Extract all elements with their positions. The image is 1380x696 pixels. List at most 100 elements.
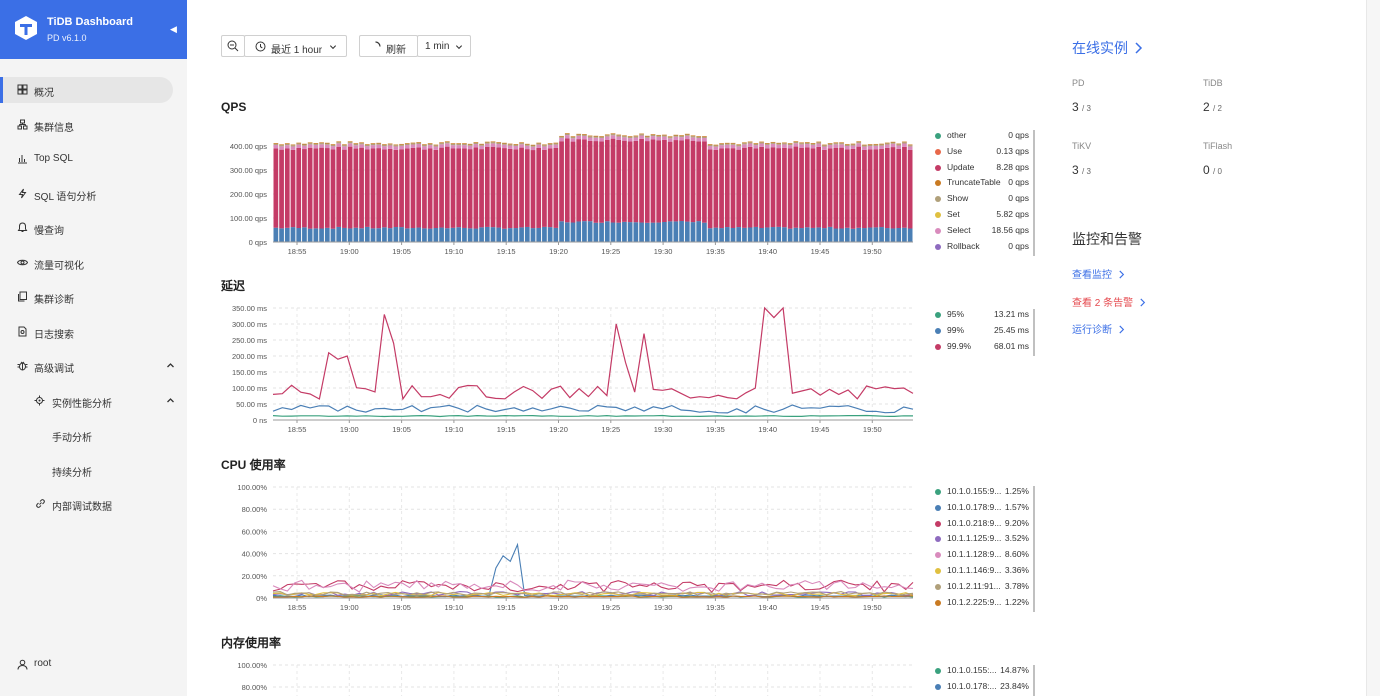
qps-bar-update-segment (319, 147, 324, 229)
legend-series-value: 1.22% (1002, 596, 1029, 607)
qps-bar-show-segment (702, 136, 707, 139)
qps-bar-select-top-segment (479, 145, 484, 150)
qps-bar-update-segment (810, 148, 816, 228)
qps-bar-select-top-segment (456, 145, 462, 149)
qps-bar-update-segment (307, 147, 313, 229)
page-scrollbar[interactable] (1366, 0, 1380, 696)
qps-bar-show-segment (582, 134, 587, 136)
legend-item[interactable]: 10.1.2.11:91... 3.78% (935, 580, 1035, 597)
qps-bar-truncate-segment (604, 134, 610, 136)
qps-bar-show-segment (473, 142, 479, 145)
qps-bar-select-top-segment (587, 137, 593, 141)
refresh-interval-select[interactable]: 1 min (417, 35, 471, 57)
sidebar-item-cluster-info[interactable]: 集群信息 (0, 112, 187, 138)
legend-item[interactable]: 10.1.2.225:9... 1.22% (935, 596, 1035, 613)
legend-item[interactable]: Select 18.56 qps (935, 224, 1035, 241)
sidebar-item-diagnose[interactable]: 集群诊断 (0, 284, 187, 310)
legend-item[interactable]: Show 0 qps (935, 193, 1035, 209)
sidebar-item-key-viz[interactable]: 流量可视化 (0, 250, 187, 276)
qps-bar-show-segment (302, 144, 307, 146)
qps-bar-select-segment (839, 228, 844, 242)
qps-bar-select-segment (416, 227, 422, 242)
legend-item[interactable]: 10.1.1.125:9... 3.52% (935, 533, 1035, 549)
sidebar-item-instance-profiling[interactable]: 实例性能分析 (0, 388, 187, 414)
legend-item[interactable]: 99% 25.45 ms (935, 324, 1035, 341)
qps-legend: other 0 qps Use 0.13 qps Update 8.28 qps Trunc… (935, 130, 1035, 264)
sidebar-item-log-search[interactable]: 日志搜索 (0, 319, 187, 345)
legend-item[interactable]: other 0 qps (935, 130, 1035, 146)
qps-bar-truncate-segment (759, 141, 764, 143)
qps-bar-select-top-segment (753, 145, 759, 149)
sidebar-item-manual-profiling[interactable]: 手动分析 (0, 422, 187, 448)
view-alerts-link[interactable]: 查看 2 条告警 (1072, 294, 1147, 309)
qps-bar-select-top-segment (707, 146, 713, 150)
legend-scrollbar[interactable] (1033, 309, 1035, 357)
legend-item[interactable]: 10.1.0.178:9... 1.57% (935, 501, 1035, 518)
legend-item[interactable]: 95% 13.21 ms (935, 309, 1035, 325)
legend-dot-icon (935, 148, 941, 155)
qps-bar-select-segment (884, 228, 890, 242)
legend-item[interactable]: 10.1.0.218:9... 9.20% (935, 517, 1035, 534)
sidebar-item-top-sql[interactable]: Top SQL (0, 146, 187, 172)
legend-scrollbar[interactable] (1033, 665, 1035, 696)
qps-bar-show-segment (656, 135, 662, 137)
qps-bar-truncate-segment (393, 144, 399, 146)
legend-item[interactable]: 10.1.0.155:... 14.87% (935, 665, 1035, 681)
qps-bar-update-segment (679, 140, 684, 222)
legend-item[interactable]: 99.9% 68.01 ms (935, 340, 1035, 357)
collapse-sidebar-icon[interactable]: ◀ (170, 24, 177, 34)
qps-bar-show-segment (787, 143, 793, 146)
qps-bar-update-segment (284, 148, 290, 228)
qps-bar-truncate-segment (513, 144, 519, 145)
qps-bar-select-top-segment (742, 144, 747, 148)
refresh-button[interactable]: 刷新 (359, 35, 418, 57)
qps-bar-show-segment (776, 143, 782, 145)
time-range-select[interactable]: 最近 1 hour (244, 35, 347, 57)
qps-bar-show-segment (502, 143, 507, 145)
sidebar-item-overview[interactable]: 概况 (0, 77, 173, 103)
sidebar-item-continuous-profiling[interactable]: 持续分析 (0, 457, 187, 483)
sidebar-item-debug-api[interactable]: 内部调试数据 (0, 491, 187, 517)
qps-bar-update-segment (770, 147, 776, 228)
qps-bar-show-segment (479, 144, 484, 146)
qps-bar-update-segment (342, 149, 347, 228)
qps-bar-show-segment (564, 133, 570, 136)
run-diagnose-link[interactable]: 运行诊断 (1072, 321, 1126, 336)
qps-bar-select-top-segment (484, 143, 490, 147)
qps-bar-update-segment (793, 146, 799, 228)
legend-item[interactable]: 10.1.1.146:9... 3.36% (935, 564, 1035, 581)
qps-bar-select-top-segment (850, 145, 856, 149)
qps-bar-show-segment (730, 143, 736, 145)
view-metrics-link[interactable]: 查看监控 (1072, 266, 1126, 281)
qps-bar-show-segment (804, 142, 810, 145)
qps-bar-select-segment (742, 227, 747, 242)
qps-bar-truncate-segment (650, 134, 656, 135)
legend-item[interactable]: TruncateTable 0 qps (935, 177, 1035, 193)
x-tick-label: 19:00 (340, 603, 359, 612)
qps-chart[interactable]: 0 qps 100.00 qps 200.00 qps 300.00 qps 400.0… (221, 122, 921, 267)
qps-bar-select-top-segment (553, 144, 559, 148)
legend-item[interactable]: Use 0.13 qps (935, 145, 1035, 162)
qps-bar-select-top-segment (559, 137, 564, 142)
sidebar-item-sql-statements[interactable]: SQL 语句分析 (0, 181, 187, 207)
cpu-chart[interactable]: 0% 20.00% 40.00% 60.00% 80.00% 100.00% 18:55 19… (221, 478, 921, 623)
qps-bar-select-segment (553, 227, 559, 242)
zoom-out-button[interactable] (221, 35, 245, 57)
legend-item[interactable]: Rollback 0 qps (935, 240, 1035, 257)
legend-item[interactable]: Set 5.82 qps (935, 208, 1035, 225)
legend-item[interactable]: 10.1.1.128:9... 8.60% (935, 549, 1035, 565)
online-instances-link[interactable]: 在线实例 (1072, 38, 1143, 58)
legend-item[interactable]: 10.1.0.155:9... 1.25% (935, 486, 1035, 502)
legend-dot-icon (935, 211, 941, 218)
legend-item[interactable]: Update 8.28 qps (935, 161, 1035, 178)
sidebar-item-advanced-debug[interactable]: 高级调试 (0, 353, 187, 379)
sidebar-item-slow-query[interactable]: 慢查询 (0, 215, 187, 241)
qps-bar-show-segment (347, 142, 353, 144)
legend-item[interactable]: 10.1.0.178:... 23.84% (935, 680, 1035, 696)
latency-chart[interactable]: 0 ns 50.00 ms 100.00 ms 150.00 ms 200.00 ms 2… (221, 300, 921, 445)
qps-bar-update-segment (410, 147, 416, 229)
qps-bar-update-segment (644, 141, 650, 223)
legend-scrollbar[interactable] (1033, 130, 1035, 257)
legend-scrollbar[interactable] (1033, 486, 1035, 613)
memory-chart[interactable]: 80.00% 100.00% (221, 656, 921, 696)
